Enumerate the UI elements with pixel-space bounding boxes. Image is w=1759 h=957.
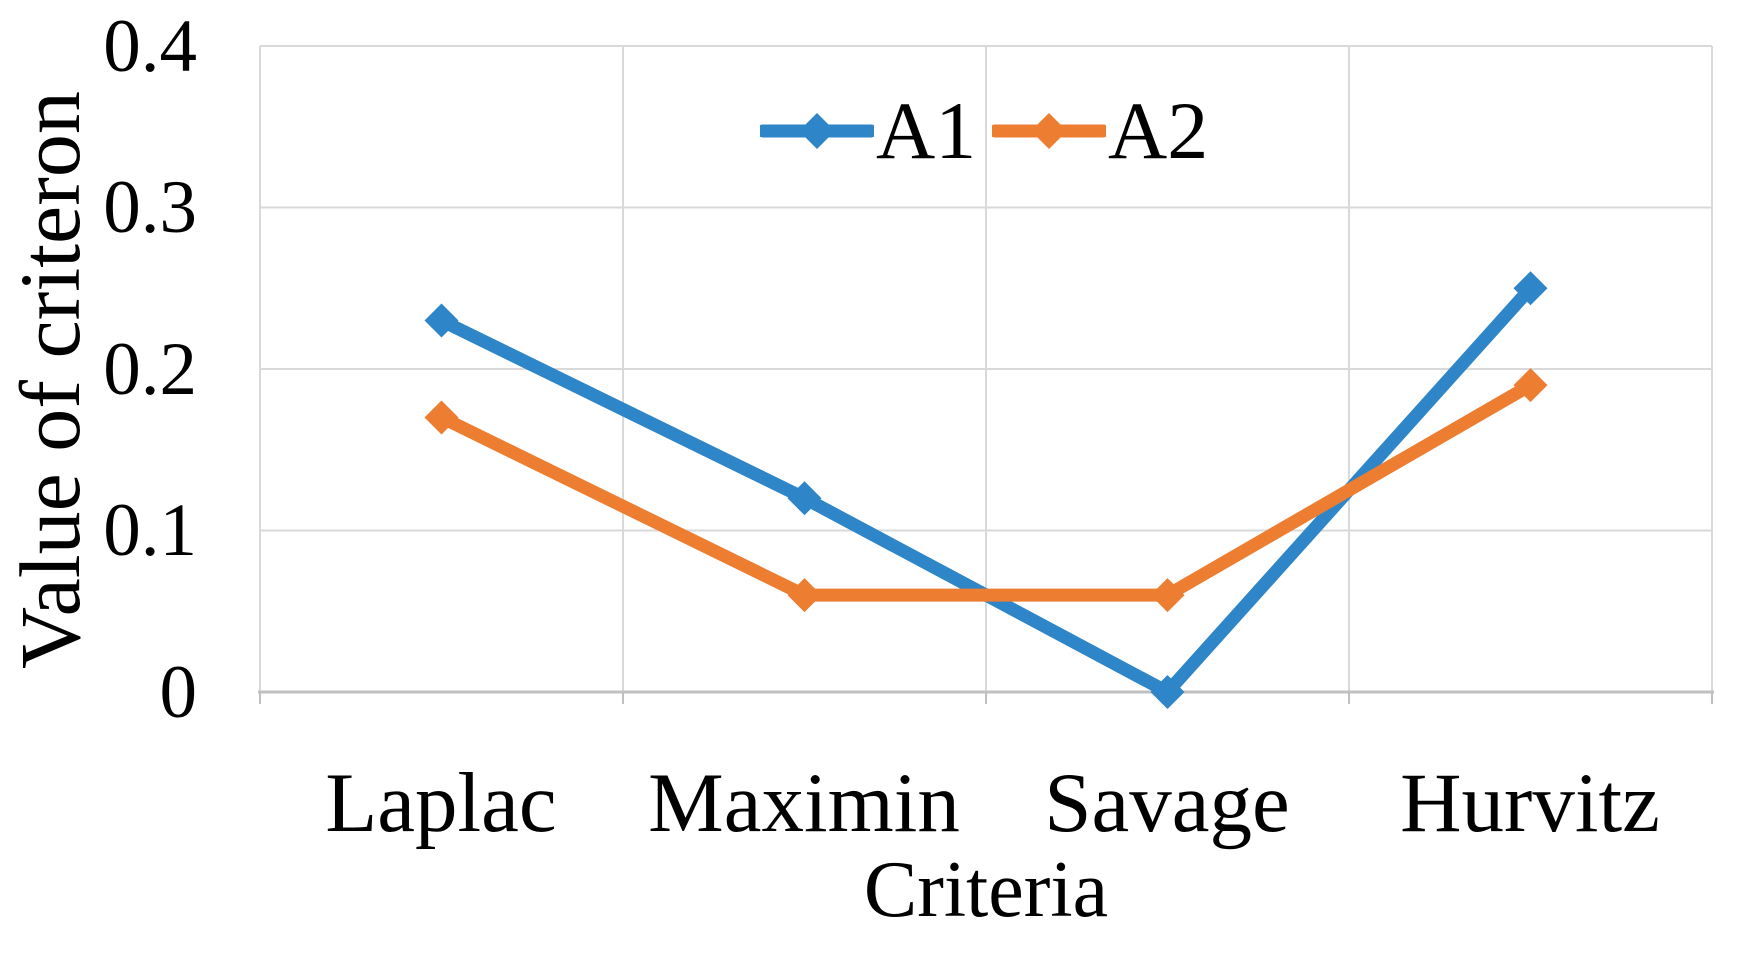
data-point-A1	[1513, 271, 1548, 306]
data-point-A1	[424, 303, 459, 338]
legend-marker-a1-icon	[760, 112, 874, 149]
ytick-label-0.2: 0.2	[103, 328, 197, 411]
legend-item-a1: A1	[760, 88, 976, 173]
ytick-label-0.4: 0.4	[103, 5, 197, 88]
y-axis-title: Value of criteron	[2, 91, 98, 669]
x-axis-line	[258, 690, 1714, 704]
ytick-label-0.1: 0.1	[103, 489, 197, 572]
ytick-label-0.3: 0.3	[103, 166, 197, 249]
data-point-A2	[424, 400, 459, 435]
xtick-label-maximin: Maximin	[648, 756, 960, 850]
legend-marker-a2-icon	[992, 112, 1106, 149]
legend-label-a2: A2	[1108, 84, 1209, 176]
xtick-label-savage: Savage	[1044, 756, 1290, 850]
x-axis-title: Criteria	[863, 846, 1109, 934]
series-line-A2	[435, 378, 1537, 602]
legend-label-a1: A1	[876, 84, 977, 176]
gridlines	[259, 45, 1713, 692]
legend-item-a2: A2	[992, 88, 1208, 173]
data-point-A2	[787, 578, 822, 613]
xtick-label-laplac: Laplac	[325, 756, 557, 850]
data-point-A2	[1513, 368, 1548, 403]
data-point-A1	[787, 481, 822, 516]
data-series	[424, 271, 1548, 709]
data-point-A1	[1150, 675, 1185, 709]
ytick-label-0: 0	[159, 651, 198, 734]
data-point-A2	[1150, 578, 1185, 613]
xtick-label-hurvitz: Hurvitz	[1400, 756, 1660, 850]
